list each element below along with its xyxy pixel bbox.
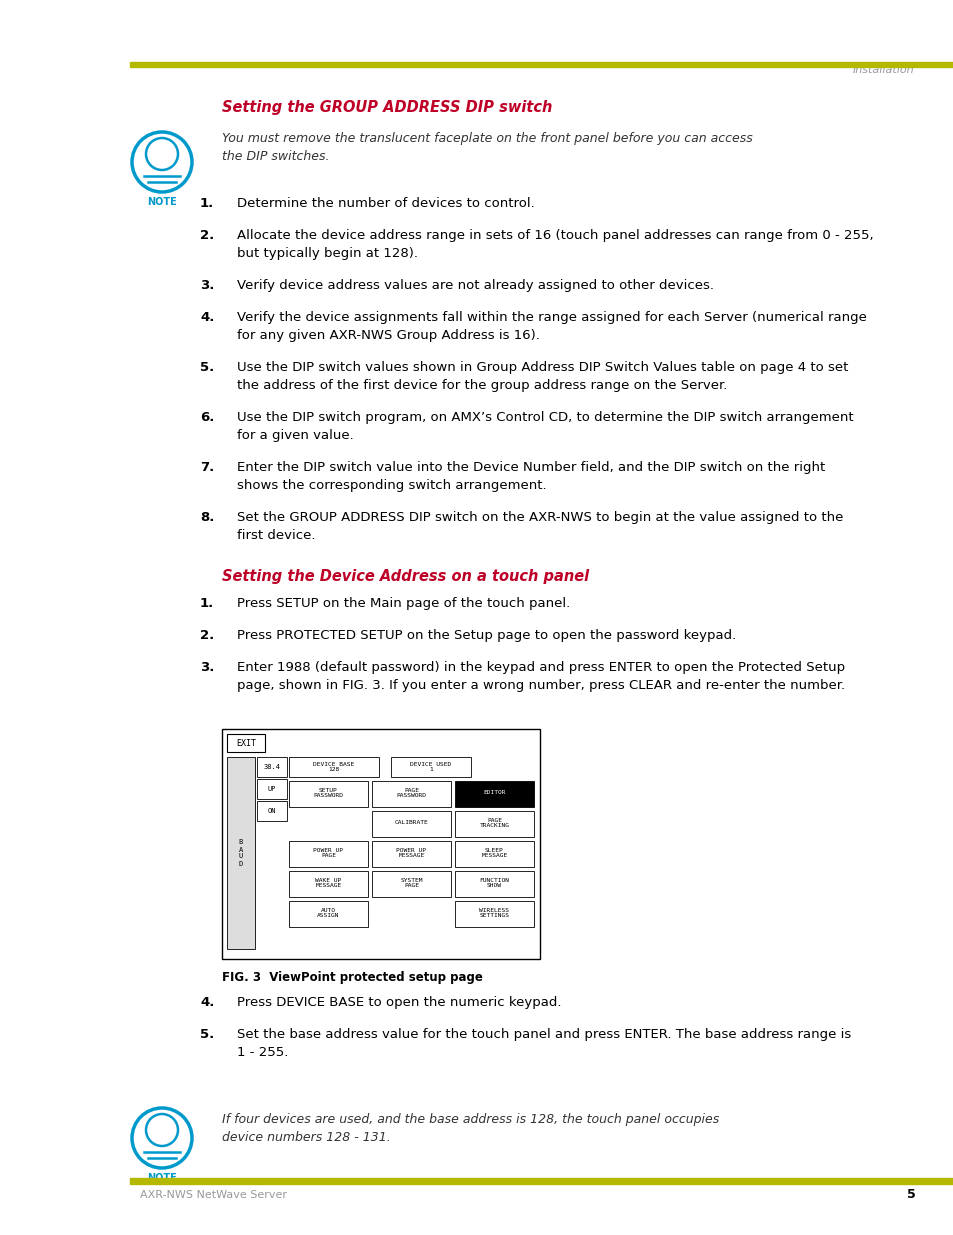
Bar (227, 757, 254, 948)
Text: Verify the device assignments fall within the range assigned for each Server (nu: Verify the device assignments fall withi… (236, 311, 866, 324)
Text: CALIBRATE: CALIBRATE (395, 820, 428, 825)
Bar (256, 802, 287, 821)
Text: UP: UP (268, 785, 276, 792)
Bar (391, 757, 471, 777)
Text: 1.: 1. (200, 597, 214, 610)
Text: POWER UP
PAGE: POWER UP PAGE (314, 847, 343, 858)
Text: 1.: 1. (200, 198, 214, 210)
Text: WIRELESS
SETTINGS: WIRELESS SETTINGS (479, 908, 509, 918)
Text: Use the DIP switch program, on AMX’s Control CD, to determine the DIP switch arr: Use the DIP switch program, on AMX’s Con… (236, 411, 853, 424)
Bar (227, 734, 265, 752)
Text: 38.4: 38.4 (263, 764, 280, 769)
Text: 4.: 4. (200, 995, 214, 1009)
Text: AUTO
ASSIGN: AUTO ASSIGN (317, 908, 339, 918)
Text: B
A
U
D: B A U D (238, 840, 243, 867)
Bar (372, 871, 451, 897)
Text: NOTE: NOTE (147, 198, 176, 207)
Text: 7.: 7. (200, 461, 214, 474)
Bar (455, 811, 534, 837)
Text: Setting the Device Address on a touch panel: Setting the Device Address on a touch pa… (222, 569, 589, 584)
Text: WAKE UP
MESSAGE: WAKE UP MESSAGE (315, 878, 341, 888)
Bar (130, 62, 953, 67)
Bar (289, 871, 368, 897)
Text: POWER UP
MESSAGE: POWER UP MESSAGE (396, 847, 426, 858)
Text: You must remove the translucent faceplate on the front panel before you can acce: You must remove the translucent faceplat… (222, 132, 752, 144)
Text: 5.: 5. (200, 1028, 214, 1041)
Bar (130, 1178, 953, 1184)
Text: page, shown in FIG. 3. If you enter a wrong number, press CLEAR and re-enter the: page, shown in FIG. 3. If you enter a wr… (236, 679, 844, 692)
Text: 2.: 2. (200, 629, 214, 642)
Bar (372, 781, 451, 806)
Bar (289, 781, 368, 806)
Text: 1 - 255.: 1 - 255. (236, 1046, 288, 1058)
Bar (372, 811, 451, 837)
Text: FIG. 3  ViewPoint protected setup page: FIG. 3 ViewPoint protected setup page (222, 971, 482, 984)
Text: 3.: 3. (200, 279, 214, 291)
Text: shows the corresponding switch arrangement.: shows the corresponding switch arrangeme… (236, 479, 546, 492)
Bar (256, 779, 287, 799)
Text: Verify device address values are not already assigned to other devices.: Verify device address values are not alr… (236, 279, 713, 291)
Text: If four devices are used, and the base address is 128, the touch panel occupies: If four devices are used, and the base a… (222, 1113, 719, 1126)
Text: Use the DIP switch values shown in Group Address DIP Switch Values table on page: Use the DIP switch values shown in Group… (236, 361, 847, 374)
Text: 8.: 8. (200, 511, 214, 524)
Bar (289, 757, 378, 777)
Text: Press SETUP on the Main page of the touch panel.: Press SETUP on the Main page of the touc… (236, 597, 570, 610)
Text: AXR-NWS NetWave Server: AXR-NWS NetWave Server (140, 1191, 287, 1200)
Text: NOTE: NOTE (147, 1173, 176, 1183)
Text: Enter 1988 (default password) in the keypad and press ENTER to open the Protecte: Enter 1988 (default password) in the key… (236, 661, 844, 674)
Text: the address of the first device for the group address range on the Server.: the address of the first device for the … (236, 379, 726, 391)
Text: ON: ON (268, 808, 276, 814)
Bar (455, 781, 534, 806)
Text: Set the base address value for the touch panel and press ENTER. The base address: Set the base address value for the touch… (236, 1028, 850, 1041)
Bar (455, 871, 534, 897)
Text: for a given value.: for a given value. (236, 429, 354, 442)
Text: FUNCTION
SHOW: FUNCTION SHOW (479, 878, 509, 888)
Text: Press PROTECTED SETUP on the Setup page to open the password keypad.: Press PROTECTED SETUP on the Setup page … (236, 629, 736, 642)
Text: Press DEVICE BASE to open the numeric keypad.: Press DEVICE BASE to open the numeric ke… (236, 995, 561, 1009)
Text: Setting the GROUP ADDRESS DIP switch: Setting the GROUP ADDRESS DIP switch (222, 100, 552, 115)
Text: Allocate the device address range in sets of 16 (touch panel addresses can range: Allocate the device address range in set… (236, 228, 873, 242)
Text: PAGE
TRACKING: PAGE TRACKING (479, 818, 509, 829)
Text: device numbers 128 - 131.: device numbers 128 - 131. (222, 1131, 391, 1144)
Text: SETUP
PASSWORD: SETUP PASSWORD (314, 788, 343, 798)
Text: Enter the DIP switch value into the Device Number field, and the DIP switch on t: Enter the DIP switch value into the Devi… (236, 461, 824, 474)
Bar (455, 841, 534, 867)
Bar (289, 902, 368, 927)
Text: DEVICE BASE
128: DEVICE BASE 128 (313, 762, 355, 772)
Text: 3.: 3. (200, 661, 214, 674)
Text: the DIP switches.: the DIP switches. (222, 149, 329, 163)
Text: PAGE
PASSWORD: PAGE PASSWORD (396, 788, 426, 798)
Text: Determine the number of devices to control.: Determine the number of devices to contr… (236, 198, 535, 210)
Text: 4.: 4. (200, 311, 214, 324)
Text: first device.: first device. (236, 529, 315, 542)
Bar (455, 902, 534, 927)
Text: 2.: 2. (200, 228, 214, 242)
Text: EDITOR: EDITOR (483, 790, 505, 795)
Text: 6.: 6. (200, 411, 214, 424)
Text: for any given AXR-NWS Group Address is 16).: for any given AXR-NWS Group Address is 1… (236, 329, 539, 342)
Text: 5: 5 (906, 1188, 915, 1202)
Text: Installation: Installation (851, 65, 913, 75)
Text: 5.: 5. (200, 361, 214, 374)
Bar (222, 729, 539, 960)
Text: DEVICE USED
1: DEVICE USED 1 (410, 762, 451, 772)
Bar (289, 841, 368, 867)
Text: EXIT: EXIT (235, 739, 255, 747)
Text: SYSTEM
PAGE: SYSTEM PAGE (400, 878, 422, 888)
Text: Set the GROUP ADDRESS DIP switch on the AXR-NWS to begin at the value assigned t: Set the GROUP ADDRESS DIP switch on the … (236, 511, 842, 524)
Text: SLEEP
MESSAGE: SLEEP MESSAGE (481, 847, 507, 858)
Bar (256, 757, 287, 777)
Text: but typically begin at 128).: but typically begin at 128). (236, 247, 417, 261)
Bar (372, 841, 451, 867)
